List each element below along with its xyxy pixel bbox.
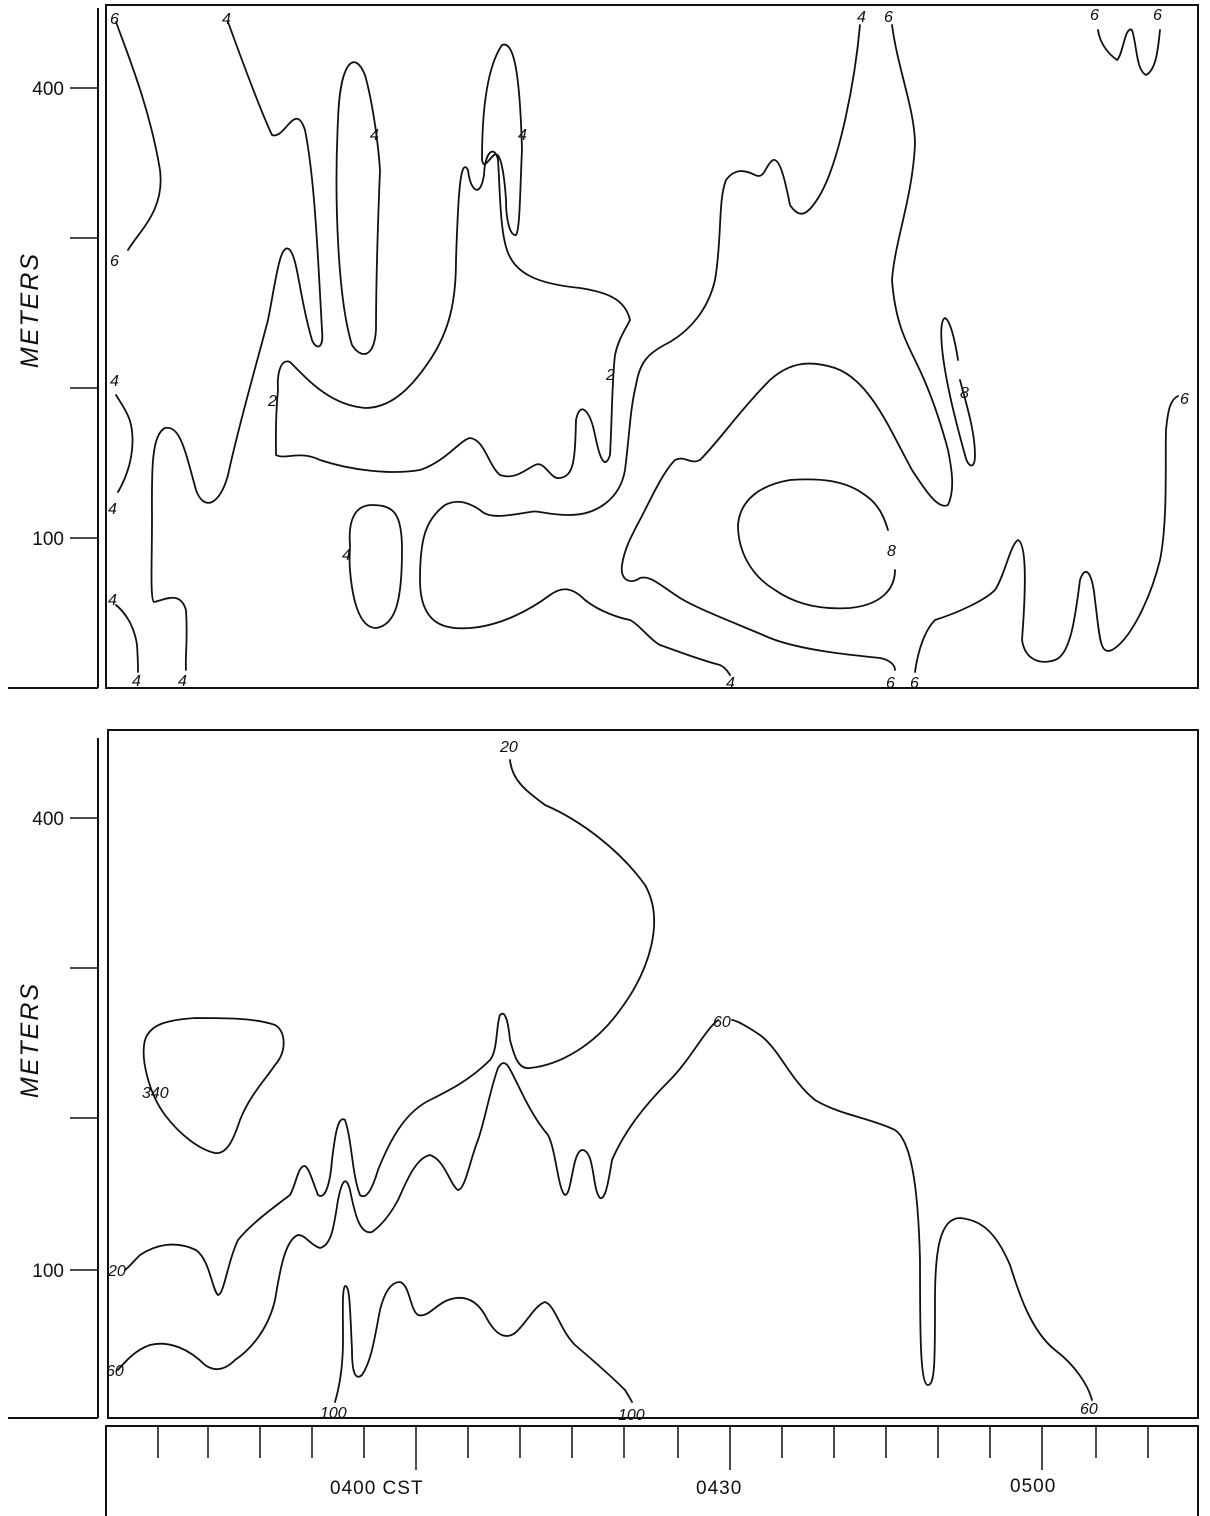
contour-label: 340: [142, 1085, 169, 1102]
time-label-0400: 0400 CST: [330, 1478, 424, 1499]
contour-line-4-tall-loop: [335, 61, 381, 355]
top-tick-label-400: 400: [32, 79, 64, 100]
time-axis: 0400 CST 0430 0500: [105, 1425, 1199, 1516]
contour-line-6-top-right: [1097, 28, 1161, 76]
contour-line-4-left-edge: [115, 394, 134, 493]
contour-line-4-right-big: [419, 24, 861, 676]
contour-line-4-bottom-left: [115, 604, 139, 673]
contour-label: 60: [1080, 1401, 1098, 1418]
contour-label: 6: [886, 675, 895, 692]
contour-label: 4: [132, 673, 141, 690]
contour-label: 6: [110, 11, 119, 28]
top-tick-label-100: 100: [32, 529, 64, 550]
contour-label: 6: [110, 253, 119, 270]
contour-label: 4: [518, 127, 527, 144]
contour-line-4-lower-loop: [348, 504, 403, 629]
time-label-0430: 0430: [696, 1478, 742, 1499]
time-label-0500: 0500: [1010, 1476, 1056, 1497]
contour-line-4-top-left: [150, 21, 324, 671]
contour-line-60-lower: [117, 1019, 719, 1371]
contour-label: 20: [499, 739, 518, 756]
contour-label: 60: [106, 1363, 124, 1380]
bottom-tick-label-400: 400: [32, 809, 64, 830]
contour-line-8-oval: [737, 478, 896, 610]
top-plot-frame: [105, 4, 1199, 689]
bottom-panel: 400 100 METERS 20 60 340 20 60 100 100 6…: [8, 729, 1199, 1516]
contour-label: 6: [1153, 7, 1162, 24]
bottom-contour-labels: 20 60 340 20 60 100 100 60: [106, 739, 1098, 1424]
contour-line-6-right-lower: [914, 395, 1179, 673]
contour-line-8-small: [940, 317, 976, 467]
contour-label: 2: [605, 367, 615, 384]
contour-label: 4: [108, 501, 117, 518]
contour-label: 2: [267, 393, 277, 410]
contour-line-6-left: [115, 21, 162, 251]
contour-label: 8: [887, 543, 896, 560]
contour-label: 100: [320, 1405, 347, 1422]
top-panel: 400 100 METERS 6 4 4 4 4 6: [8, 4, 1199, 692]
time-axis-frame: [105, 1425, 1199, 1516]
contour-label: 6: [1180, 391, 1189, 408]
contour-label: 4: [110, 373, 119, 390]
contour-label: 4: [178, 673, 187, 690]
top-contour-labels: 6 4 4 4 4 6 6 6 4 4 2 2 4 4 4 4 8 6 8 4 …: [108, 7, 1189, 692]
contour-line-100: [334, 1281, 633, 1403]
contour-line-4-top-loop: [481, 43, 523, 236]
contour-label: 6: [884, 9, 893, 26]
bottom-contours: [117, 759, 1093, 1403]
contour-label: 4: [726, 675, 735, 692]
contour-label: 20: [107, 1263, 126, 1280]
contour-label: 8: [960, 385, 969, 402]
contour-line-340-loop: [142, 1017, 285, 1154]
contour-label: 6: [1090, 7, 1099, 24]
top-contours: [115, 21, 1179, 676]
contour-label: 4: [342, 547, 351, 564]
contour-line-6-right-big: [620, 24, 954, 671]
bottom-plot-frame: [107, 729, 1199, 1419]
contour-label: 4: [857, 9, 866, 26]
contour-label: 4: [370, 127, 379, 144]
contour-label: 4: [108, 592, 117, 609]
contour-line-60-main: [731, 1019, 1093, 1401]
contour-label: 60: [713, 1014, 731, 1031]
bottom-y-axis-title: METERS: [16, 982, 44, 1098]
contour-label: 100: [618, 1407, 645, 1424]
contour-label: 6: [910, 675, 919, 692]
top-y-axis-title: METERS: [16, 252, 44, 368]
contour-label: 4: [222, 11, 231, 28]
bottom-tick-label-100: 100: [32, 1261, 64, 1282]
contour-line-20-main: [124, 759, 655, 1296]
contour-line-2-main: [274, 150, 631, 479]
